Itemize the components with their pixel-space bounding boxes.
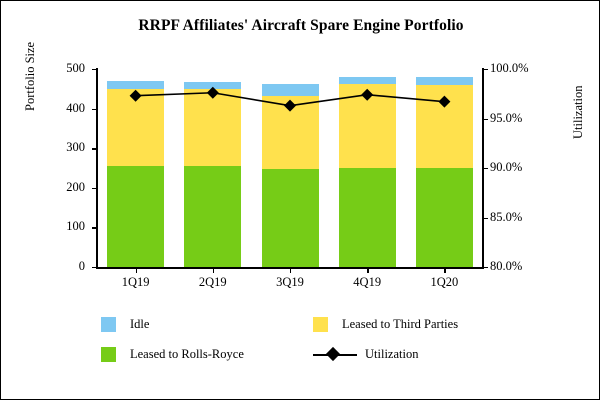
legend-item-leased-rolls-royce[interactable]: Leased to Rolls-Royce (101, 347, 244, 362)
y-axis-left-tick-label: 0 (78, 259, 85, 273)
x-axis-tick-label: 4Q19 (353, 275, 382, 289)
y-axis-left-tick (92, 148, 97, 150)
utilization-marker[interactable] (129, 89, 142, 102)
x-axis-tick-label: 2Q19 (198, 275, 227, 289)
y-axis-right-tick (483, 69, 488, 71)
utilization-marker[interactable] (284, 99, 296, 112)
x-axis-tick-label: 1Q20 (430, 275, 459, 289)
legend-label-leased-rolls-royce: Leased to Rolls-Royce (130, 347, 244, 361)
y-axis-left-tick (92, 69, 97, 71)
y-axis-left-tick (92, 108, 97, 110)
y-axis-left-tick-label: 100 (66, 219, 85, 234)
legend-label-idle: Idle (130, 317, 150, 331)
y-axis-right-tick (483, 267, 488, 269)
x-axis-tick (212, 267, 215, 273)
y-axis-left-title: Portfolio Size (23, 41, 37, 111)
bar-segment[interactable] (184, 88, 242, 167)
x-axis-tick (135, 267, 137, 273)
bar-segment[interactable] (338, 77, 396, 85)
plot-area: 0 100 200 300 400 500 80.0% 85.0% 90.0% 95.0% 100… (66, 61, 528, 289)
y-axis-left-line (96, 68, 98, 268)
y-axis-right-tick-label: 80.0% (490, 259, 523, 273)
chart-title: RRPF Affiliates' Aircraft Spare Engine P… (138, 17, 464, 34)
legend-swatch-idle (101, 317, 116, 332)
y-axis-left-tick (92, 227, 97, 229)
utilization-marker[interactable] (206, 86, 219, 99)
bar-segment[interactable] (415, 168, 473, 267)
y-axis-right-tick (483, 118, 488, 120)
bar-segment[interactable] (184, 166, 242, 267)
y-axis-left-tick-label: 500 (66, 61, 85, 75)
y-axis-left-tick-label: 400 (66, 100, 85, 115)
bar-segment[interactable] (107, 165, 165, 267)
y-axis-right-tick (483, 217, 488, 219)
legend-swatch-leased-third-parties (313, 317, 328, 332)
bar-segment[interactable] (338, 168, 396, 267)
y-axis-right-tick-label: 95.0% (490, 110, 523, 125)
bar-segment[interactable] (107, 81, 165, 89)
utilization-marker[interactable] (438, 95, 451, 108)
x-axis-tick-label: 1Q19 (121, 275, 150, 289)
y-axis-left-tick (92, 267, 97, 269)
legend-line-diamond-icon (313, 346, 357, 362)
legend-label-utilization: Utilization (365, 347, 419, 361)
bar-segment[interactable] (415, 76, 473, 86)
y-axis-right-line (482, 68, 484, 268)
y-axis-right-tick (483, 168, 488, 170)
legend-swatch-leased-rolls-royce (101, 347, 116, 362)
legend-item-idle[interactable]: Idle (101, 317, 149, 332)
y-axis-right-tick-label: 85.0% (490, 209, 523, 224)
utilization-marker[interactable] (361, 88, 374, 101)
y-axis-right-tick-label: 90.0% (490, 160, 523, 174)
x-axis-tick-label: 3Q19 (276, 275, 304, 289)
x-axis-tick (367, 267, 369, 273)
utilization-line-layer (129, 86, 451, 112)
y-axis-left-tick (92, 187, 97, 190)
bar-segment[interactable] (261, 84, 319, 97)
y-axis-left-tick-label: 300 (66, 140, 85, 155)
legend-item-utilization[interactable]: Utilization (313, 346, 419, 362)
y-axis-right-title: Utilization (571, 85, 585, 139)
legend-label-leased-third-parties: Leased to Third Parties (342, 317, 459, 331)
x-axis-tick (290, 267, 292, 273)
chart-legend: Idle Leased to Third Parties Leased to R… (97, 313, 517, 375)
bar-segment[interactable] (184, 81, 242, 89)
bar-segment[interactable] (261, 168, 319, 267)
y-axis-left-tick-label: 200 (66, 179, 85, 194)
x-axis-tick (444, 267, 446, 273)
legend-item-leased-third-parties[interactable]: Leased to Third Parties (313, 317, 458, 332)
y-axis-right-tick-label: 100.0% (490, 61, 529, 75)
